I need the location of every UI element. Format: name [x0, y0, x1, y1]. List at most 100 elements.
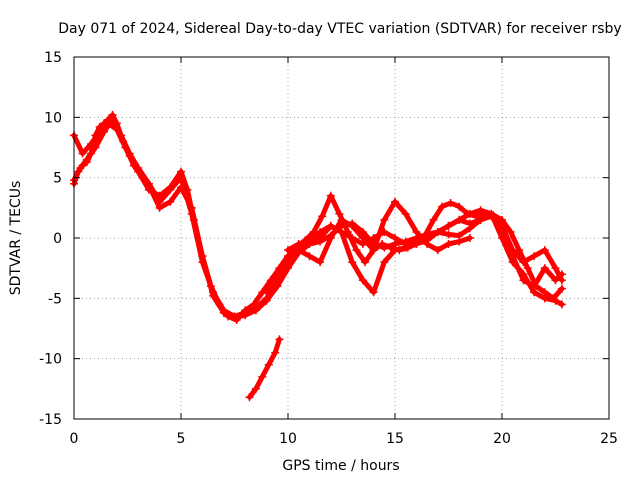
- data-point-marker: [551, 296, 560, 305]
- data-point-marker: [380, 215, 389, 224]
- y-tick-label: -5: [48, 291, 62, 307]
- data-point-marker: [465, 219, 474, 228]
- data-point-marker: [177, 173, 185, 182]
- data-point-marker: [429, 215, 438, 224]
- data-point-marker: [95, 127, 104, 136]
- y-tick-label: 10: [44, 110, 62, 126]
- data-point-marker: [337, 215, 346, 224]
- data-point-marker: [209, 291, 218, 300]
- data-point-marker: [401, 209, 410, 218]
- data-point-marker: [358, 276, 367, 285]
- data-point-marker: [523, 264, 532, 273]
- chart-title: Day 071 of 2024, Sidereal Day-to-day VTE…: [58, 21, 621, 37]
- data-point-marker: [326, 191, 335, 200]
- data-point-marker: [433, 227, 442, 236]
- data-point-marker: [318, 212, 327, 221]
- data-point-marker: [433, 246, 442, 255]
- x-tick-label: 25: [600, 431, 618, 447]
- data-point-marker: [91, 143, 100, 152]
- data-point-marker: [251, 306, 260, 315]
- data-series: [70, 110, 566, 402]
- data-point-marker: [380, 258, 389, 267]
- data-point-marker: [104, 119, 113, 128]
- data-point-marker: [540, 264, 549, 273]
- data-point-marker: [444, 221, 453, 230]
- data-point-marker: [369, 288, 378, 297]
- data-point-marker: [401, 243, 410, 252]
- data-point-marker: [444, 230, 453, 239]
- data-point-marker: [508, 258, 517, 267]
- x-tick-label: 5: [177, 431, 186, 447]
- data-point-marker: [284, 246, 292, 255]
- data-point-marker: [412, 240, 421, 249]
- data-point-marker: [251, 384, 260, 393]
- data-point-marker: [121, 143, 130, 152]
- data-point-marker: [245, 393, 254, 402]
- data-point-marker: [506, 227, 515, 236]
- data-point-marker: [358, 234, 367, 242]
- y-axis-label: SDTVAR / TECUs: [8, 181, 24, 296]
- x-tick-label: 10: [279, 431, 297, 447]
- data-point-marker: [540, 246, 549, 255]
- data-point-marker: [361, 258, 370, 267]
- data-point-marker: [352, 246, 361, 255]
- data-point-marker: [557, 276, 566, 285]
- data-point-marker: [108, 115, 117, 124]
- data-point-marker: [271, 348, 280, 357]
- data-point-marker: [305, 236, 314, 245]
- data-point-marker: [326, 234, 335, 242]
- data-point-marker: [369, 246, 378, 255]
- data-point-marker: [258, 372, 267, 381]
- data-point-marker: [519, 258, 528, 267]
- y-tick-label: 15: [44, 50, 62, 66]
- x-tick-label: 20: [493, 431, 511, 447]
- data-point-marker: [241, 311, 250, 320]
- data-point-marker: [82, 155, 91, 164]
- y-tick-label: -10: [39, 352, 62, 368]
- data-point-marker: [380, 243, 389, 252]
- data-point-marker: [455, 215, 464, 224]
- data-point-marker: [275, 335, 284, 344]
- data-point-marker: [530, 252, 539, 261]
- data-point-marker: [391, 246, 399, 255]
- series-track-6: [245, 335, 284, 402]
- data-point-marker: [166, 197, 175, 206]
- x-tick-label: 0: [70, 431, 79, 447]
- data-point-marker: [551, 264, 560, 273]
- data-point-marker: [269, 276, 278, 285]
- data-point-marker: [305, 252, 314, 261]
- x-axis-label: GPS time / hours: [282, 458, 399, 474]
- data-point-marker: [348, 234, 357, 242]
- data-point-marker: [316, 258, 325, 267]
- data-point-marker: [112, 125, 121, 134]
- data-point-marker: [138, 173, 147, 182]
- data-point-marker: [476, 215, 485, 224]
- data-point-marker: [262, 296, 271, 305]
- data-point-marker: [540, 294, 549, 303]
- data-point-marker: [465, 209, 474, 218]
- data-point-marker: [337, 227, 346, 236]
- data-point-marker: [316, 234, 325, 242]
- data-point-marker: [294, 240, 303, 249]
- y-tick-label: -15: [39, 412, 62, 428]
- data-point-marker: [455, 202, 464, 211]
- data-point-marker: [557, 284, 566, 293]
- x-tick-label: 15: [386, 431, 404, 447]
- data-point-marker: [498, 234, 506, 242]
- data-point-marker: [455, 237, 464, 246]
- data-point-marker: [129, 161, 138, 170]
- data-point-marker: [264, 360, 273, 369]
- data-point-marker: [275, 264, 284, 273]
- data-point-marker: [87, 139, 96, 148]
- data-point-marker: [335, 209, 344, 218]
- data-point-marker: [326, 221, 335, 230]
- data-point-marker: [166, 185, 175, 194]
- data-point-marker: [557, 300, 566, 309]
- axis-ticks: 0 5 10 15 20 25 -15 -10 -5 0 5 10 15: [39, 50, 618, 447]
- data-point-marker: [78, 149, 87, 158]
- data-point-marker: [519, 270, 528, 279]
- data-point-marker: [262, 288, 271, 297]
- data-point-marker: [444, 240, 453, 249]
- data-point-marker: [487, 209, 496, 218]
